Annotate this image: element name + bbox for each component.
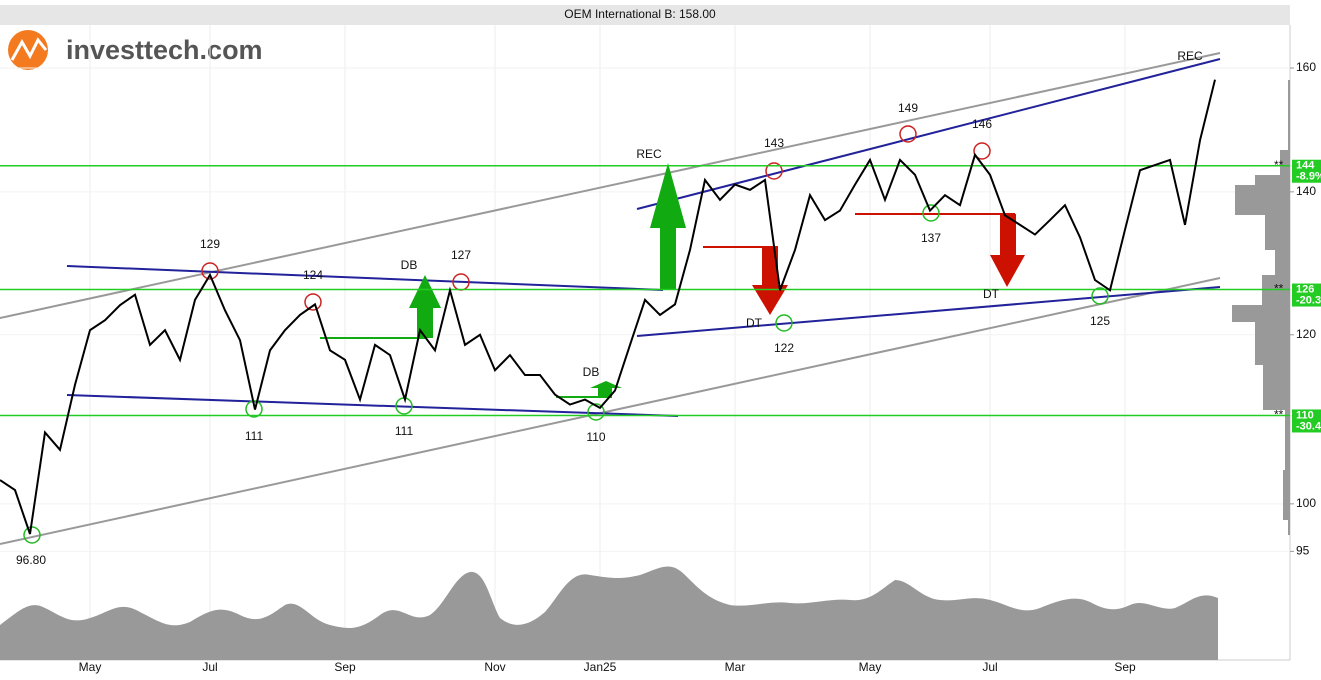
annotation: DB	[401, 258, 418, 272]
annotation: 137	[921, 231, 941, 245]
annotation: 122	[774, 341, 794, 355]
level-flag: **	[1274, 282, 1284, 296]
volume-area	[0, 566, 1218, 660]
annotation: DT	[746, 316, 763, 330]
level-flag: **	[1274, 158, 1284, 172]
trend-channel	[0, 277, 1221, 545]
level-value: 144	[1296, 160, 1315, 172]
x-tick-label: Jul	[202, 660, 217, 674]
y-tick-label: 160	[1296, 60, 1316, 74]
level-value: 126	[1296, 283, 1314, 295]
bottom-marker	[922, 204, 940, 222]
annotation: 129	[200, 237, 220, 251]
logo: investtech.com	[8, 30, 263, 70]
y-tick-label: 120	[1296, 327, 1316, 341]
top-marker	[304, 293, 322, 311]
annotation: 127	[451, 248, 471, 262]
trend-channel	[0, 52, 1221, 319]
x-tick-label: Jul	[982, 660, 997, 674]
buy-arrow	[590, 381, 622, 398]
level-box	[1292, 283, 1321, 307]
annotation: 146	[972, 117, 992, 131]
level-change: -30.4	[1296, 420, 1321, 432]
top-marker	[201, 262, 219, 280]
level-box	[1292, 159, 1321, 183]
annotation: DB	[583, 365, 600, 379]
bottom-marker	[775, 314, 793, 332]
bottom-marker	[587, 403, 605, 421]
annotation: DT	[983, 287, 1000, 301]
y-tick-label: 100	[1296, 496, 1316, 510]
trend-channel	[66, 265, 664, 291]
buy-arrow	[409, 275, 441, 338]
volume-profile	[1232, 80, 1290, 535]
annotation: 149	[898, 101, 918, 115]
x-tick-label: Nov	[484, 660, 505, 674]
sell-arrow	[752, 247, 788, 315]
x-tick-label: Sep	[334, 660, 356, 674]
logo-mark	[10, 37, 48, 61]
annotation: 111	[245, 429, 264, 443]
y-tick-label: 140	[1296, 184, 1316, 198]
sell-arrow	[990, 214, 1025, 287]
annotation: 110	[586, 430, 605, 444]
x-tick-label: Jan25	[584, 660, 617, 674]
top-marker	[765, 162, 783, 180]
level-box	[1292, 409, 1321, 433]
chart-title: OEM International B: 158.00	[564, 7, 716, 21]
logo-text: investtech.com	[66, 35, 263, 65]
annotation: REC	[1177, 49, 1203, 63]
level-change: -20.3	[1296, 294, 1321, 306]
trend-channel	[636, 58, 1221, 210]
annotation: REC	[636, 147, 662, 161]
bottom-marker	[1091, 287, 1109, 305]
x-tick-label: Sep	[1114, 660, 1136, 674]
annotation: 125	[1090, 314, 1110, 328]
annotation: 124	[303, 268, 323, 282]
y-tick-label: 95	[1296, 544, 1310, 558]
level-flag: **	[1274, 408, 1284, 422]
top-marker	[973, 142, 991, 160]
x-tick-label: May	[79, 660, 102, 674]
x-tick-label: Mar	[725, 660, 746, 674]
annotation: 96.80	[16, 553, 46, 567]
trend-lines	[0, 52, 1221, 545]
buy-arrow	[650, 163, 686, 290]
signal-arrows	[320, 163, 1025, 398]
x-tick-label: May	[859, 660, 882, 674]
level-value: 110	[1296, 409, 1314, 421]
trend-channel	[66, 394, 679, 417]
level-change: -8.9%	[1296, 171, 1321, 183]
price-line	[0, 79, 1216, 535]
top-marker	[899, 125, 917, 143]
grid	[0, 25, 1290, 660]
annotation: 143	[764, 136, 784, 150]
annotation: 111	[395, 424, 414, 438]
title-bar	[0, 5, 1290, 25]
trend-channel	[636, 286, 1221, 337]
